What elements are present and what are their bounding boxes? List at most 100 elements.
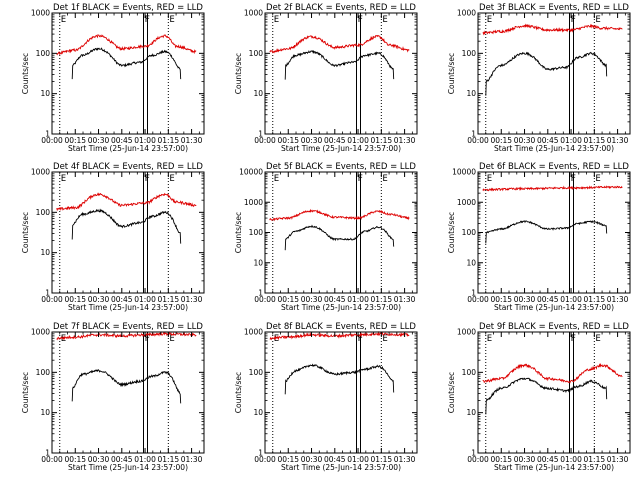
series-line-lld — [482, 185, 623, 192]
y-tick-label: 10 — [40, 89, 50, 98]
y-tick-label: 1 — [258, 289, 263, 298]
series-line-events — [71, 369, 182, 404]
panel-title: Det 1f BLACK = Events, RED = LLD — [53, 3, 203, 13]
y-axis-label: Counts/sec — [234, 372, 243, 413]
y-axis-label: Counts/sec — [234, 212, 243, 253]
series-line-events — [485, 377, 608, 415]
x-tick-label: 00:30 — [301, 295, 323, 304]
x-tick-label: 00:00 — [467, 455, 489, 464]
panel-title: Det 5f BLACK = Events, RED = LLD — [266, 162, 416, 172]
panel-title: Det 2f BLACK = Events, RED = LLD — [266, 3, 416, 13]
x-tick-label: 00:30 — [301, 136, 323, 145]
y-tick-label: 1 — [45, 449, 50, 458]
marker-label: E — [382, 174, 387, 184]
x-axis-label: Start Time (25-Jun-14 23:57:00) — [494, 463, 614, 472]
marker-label: E — [487, 15, 492, 25]
y-tick-label: 10 — [466, 408, 476, 417]
series-line-lld — [269, 208, 410, 222]
x-tick-label: 01:00 — [560, 295, 582, 304]
x-tick-label: 00:45 — [537, 136, 559, 145]
marker-label: F — [358, 334, 363, 344]
y-tick-label: 10000 — [239, 168, 263, 177]
y-tick-label: 1 — [45, 289, 50, 298]
marker-label: F — [358, 174, 363, 184]
x-tick-label: 00:00 — [467, 295, 489, 304]
y-tick-label: 1 — [258, 449, 263, 458]
series-line-events — [485, 220, 608, 244]
x-tick-label: 01:30 — [181, 295, 203, 304]
x-tick-label: 00:00 — [467, 136, 489, 145]
y-tick-label: 1000 — [31, 328, 50, 337]
x-tick-label: 00:30 — [88, 136, 110, 145]
y-tick-label: 1 — [471, 449, 476, 458]
y-tick-label: 1000 — [457, 328, 476, 337]
x-tick-label: 00:00 — [41, 455, 63, 464]
y-tick-label: 1000 — [457, 198, 476, 207]
marker-label: E — [169, 15, 174, 25]
x-tick-label: 01:30 — [181, 455, 203, 464]
y-tick-label: 1 — [45, 130, 50, 139]
y-tick-label: 10 — [253, 89, 263, 98]
x-tick-label: 01:15 — [584, 455, 606, 464]
y-axis-label: Counts/sec — [234, 53, 243, 94]
marker-label: F — [571, 174, 576, 184]
x-tick-label: 00:15 — [277, 295, 299, 304]
y-tick-label: 10 — [466, 258, 476, 267]
detector-panel-9: Det 9f BLACK = Events, RED = LLD E F E 1 10 10… — [447, 322, 631, 472]
x-axis-label: Start Time (25-Jun-14 23:57:00) — [68, 463, 188, 472]
series-line-events — [71, 47, 182, 80]
panel-title: Det 9f BLACK = Events, RED = LLD — [479, 322, 629, 332]
x-tick-label: 00:00 — [254, 136, 276, 145]
series-line-lld — [269, 34, 410, 54]
y-tick-label: 100 — [462, 49, 477, 58]
x-tick-label: 00:30 — [301, 455, 323, 464]
detector-panel-5: Det 5f BLACK = Events, RED = LLD E F E 1 10 10… — [234, 162, 418, 312]
y-tick-label: 1 — [258, 130, 263, 139]
series-line-lld — [56, 192, 197, 212]
x-tick-label: 01:00 — [134, 136, 156, 145]
marker-label: E — [274, 15, 279, 25]
marker-label: F — [358, 15, 363, 25]
x-tick-label: 01:15 — [584, 136, 606, 145]
detector-panel-6: Det 6f BLACK = Events, RED = LLD E F E 1 10 10… — [447, 162, 631, 312]
y-axis-label: Counts/sec — [447, 372, 456, 413]
x-tick-label: 01:00 — [347, 136, 369, 145]
x-tick-label: 01:15 — [371, 136, 393, 145]
y-tick-label: 100 — [249, 368, 264, 377]
marker-label: E — [595, 15, 600, 25]
marker-label: E — [595, 334, 600, 344]
x-tick-label: 01:15 — [371, 295, 393, 304]
x-axis-label: Start Time (25-Jun-14 23:57:00) — [68, 303, 188, 312]
x-tick-label: 01:15 — [158, 136, 180, 145]
x-axis-label: Start Time (25-Jun-14 23:57:00) — [281, 144, 401, 153]
x-tick-label: 00:30 — [514, 455, 536, 464]
detector-panel-4: Det 4f BLACK = Events, RED = LLD E F E 1 10 10… — [21, 162, 205, 312]
x-tick-label: 01:00 — [134, 455, 156, 464]
detector-panel-3: Det 3f BLACK = Events, RED = LLD E F E 1 10 10… — [447, 3, 631, 153]
x-tick-label: 01:15 — [584, 295, 606, 304]
x-tick-label: 00:00 — [41, 136, 63, 145]
y-tick-label: 10 — [253, 258, 263, 267]
detector-panel-1: Det 1f BLACK = Events, RED = LLD E F E 1 10 10… — [21, 3, 205, 153]
x-tick-label: 01:00 — [560, 136, 582, 145]
y-tick-label: 1000 — [244, 9, 263, 18]
series-line-lld — [482, 23, 623, 36]
x-tick-label: 00:30 — [514, 136, 536, 145]
plot-frame — [477, 331, 631, 454]
x-tick-label: 00:00 — [254, 455, 276, 464]
y-tick-label: 100 — [36, 49, 51, 58]
x-tick-label: 00:45 — [111, 295, 133, 304]
y-tick-label: 1000 — [31, 9, 50, 18]
x-tick-label: 00:30 — [514, 295, 536, 304]
plot-frame — [51, 12, 205, 135]
x-tick-label: 01:00 — [347, 455, 369, 464]
series-line-lld — [56, 331, 197, 341]
x-tick-label: 01:15 — [158, 455, 180, 464]
x-axis-label: Start Time (25-Jun-14 23:57:00) — [68, 144, 188, 153]
marker-label: F — [145, 334, 150, 344]
plot-frame — [477, 12, 631, 135]
x-tick-label: 00:30 — [88, 295, 110, 304]
x-tick-label: 01:30 — [607, 295, 629, 304]
series-line-lld — [56, 33, 197, 56]
x-tick-label: 00:15 — [490, 295, 512, 304]
